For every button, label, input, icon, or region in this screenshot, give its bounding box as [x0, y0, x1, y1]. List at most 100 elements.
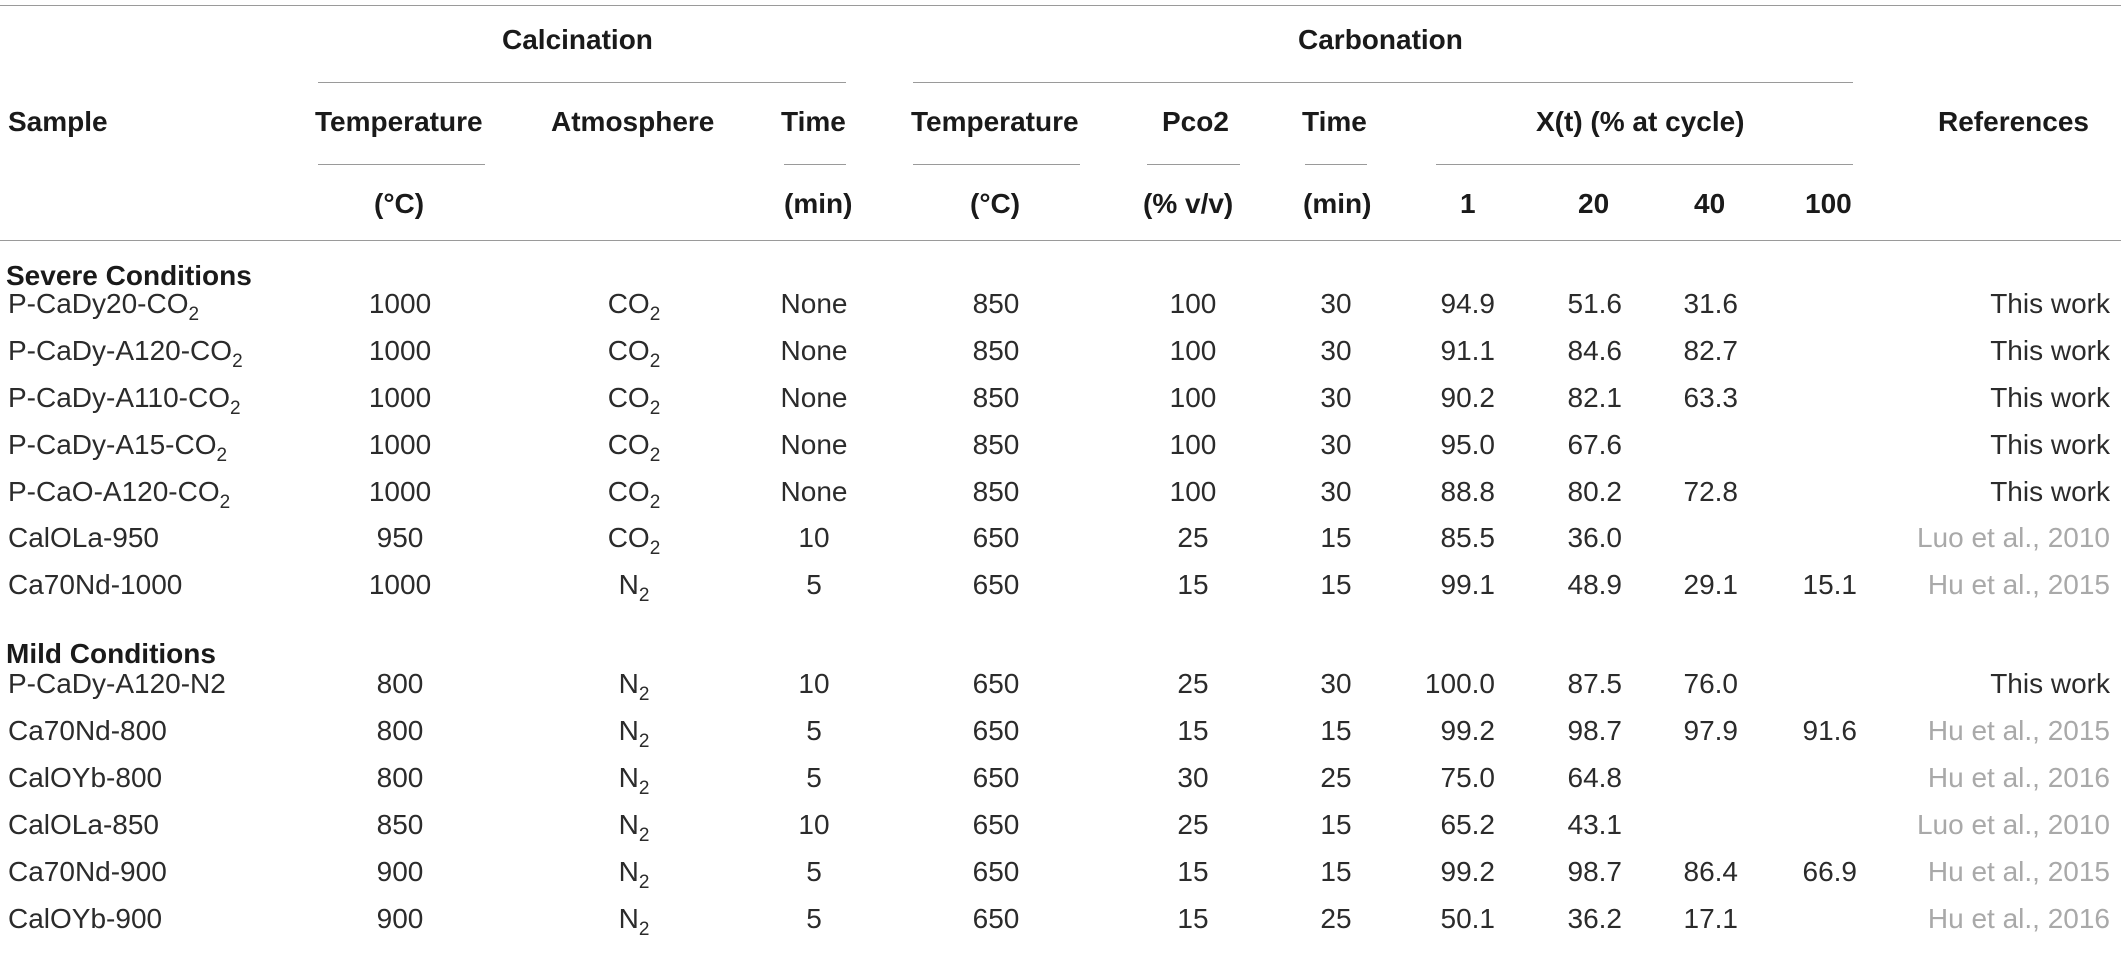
- atmosphere-subscript: 2: [649, 492, 661, 513]
- atmosphere-subscript: 2: [649, 445, 661, 466]
- sample-name: P-CaDy20-CO: [8, 288, 189, 319]
- cell-btemp: 850: [972, 335, 1020, 366]
- unit-carb-time: (min): [1303, 188, 1372, 219]
- cell-reference[interactable]: Hu et al., 2015: [1927, 856, 2110, 887]
- header-sample: Sample: [8, 106, 108, 137]
- sample-name: CalOLa-850: [8, 809, 159, 840]
- cell-btemp: 650: [972, 903, 1020, 934]
- cell-x1: 99.2: [1440, 715, 1496, 746]
- cycle-100: 100: [1805, 188, 1852, 219]
- cell-btime: 15: [1320, 522, 1352, 553]
- cell-btime: 30: [1320, 429, 1352, 460]
- cell-sample: CalOYb-900: [8, 903, 162, 935]
- atmosphere-formula: N: [618, 668, 639, 699]
- cell-btemp: 850: [972, 476, 1020, 507]
- cell-x100: 66.9: [1802, 856, 1858, 887]
- cell-pco2: 15: [1177, 569, 1209, 600]
- cell-btemp: 650: [972, 762, 1020, 793]
- cell-reference[interactable]: Luo et al., 2010: [1916, 809, 2110, 840]
- atmosphere-formula: CO: [607, 288, 650, 319]
- cell-btemp: 650: [972, 522, 1020, 553]
- cell-sample: P-CaDy-A120-CO2: [8, 335, 243, 372]
- cell-pco2: 100: [1169, 335, 1217, 366]
- cell-ctemp: 1000: [368, 429, 432, 460]
- sample-subscript: 2: [216, 445, 228, 466]
- cell-btime: 30: [1320, 476, 1352, 507]
- cell-x20: 87.5: [1567, 668, 1623, 699]
- cell-sample: P-CaDy-A15-CO2: [8, 429, 227, 466]
- sample-name: Ca70Nd-800: [8, 715, 167, 746]
- cell-ctemp: 1000: [368, 476, 432, 507]
- header-references: References: [1938, 106, 2089, 137]
- header-carb-time: Time: [1302, 106, 1367, 137]
- cell-btemp: 650: [972, 715, 1020, 746]
- cell-reference: This work: [1990, 476, 2110, 507]
- header-xt: X(t) (% at cycle): [1536, 106, 1745, 137]
- header-bottom-rule: [0, 240, 2121, 241]
- cell-reference[interactable]: Luo et al., 2010: [1916, 522, 2110, 553]
- header-calc-atmosphere: Atmosphere: [551, 106, 715, 137]
- cell-atmosphere: CO2: [608, 429, 661, 466]
- sample-name: P-CaDy-A120-CO: [8, 335, 233, 366]
- cell-atmosphere: CO2: [608, 522, 661, 559]
- cell-btemp: 650: [972, 809, 1020, 840]
- cell-x1: 95.0: [1440, 429, 1496, 460]
- cell-ctemp: 850: [376, 809, 424, 840]
- cell-btemp: 650: [972, 569, 1020, 600]
- cell-x1: 91.1: [1440, 335, 1496, 366]
- cycle-40: 40: [1694, 188, 1726, 219]
- atmosphere-subscript: 2: [638, 825, 650, 846]
- atmosphere-formula: CO: [607, 476, 650, 507]
- sample-name: Ca70Nd-900: [8, 856, 167, 887]
- atmosphere-formula: N: [618, 809, 639, 840]
- cell-sample: CalOLa-850: [8, 809, 159, 841]
- atmosphere-formula: N: [618, 715, 639, 746]
- cell-btime: 15: [1320, 715, 1352, 746]
- calc-temperature-rule: [318, 164, 485, 165]
- cell-reference[interactable]: Hu et al., 2015: [1927, 715, 2110, 746]
- atmosphere-subscript: 2: [649, 398, 661, 419]
- cell-pco2: 25: [1177, 809, 1209, 840]
- atmosphere-formula: N: [618, 762, 639, 793]
- atmosphere-subscript: 2: [649, 304, 661, 325]
- cell-x40: 76.0: [1683, 668, 1739, 699]
- cell-x1: 75.0: [1440, 762, 1496, 793]
- cell-btime: 30: [1320, 288, 1352, 319]
- cell-ctime: 5: [806, 762, 822, 793]
- cell-atmosphere: N2: [619, 856, 650, 893]
- cell-atmosphere: N2: [619, 569, 650, 606]
- cell-atmosphere: CO2: [607, 288, 661, 325]
- cell-x20: 43.1: [1567, 809, 1623, 840]
- cell-x20: 64.8: [1567, 762, 1623, 793]
- cell-ctime: 5: [806, 903, 822, 934]
- atmosphere-subscript: 2: [638, 919, 650, 940]
- cell-pco2: 100: [1169, 429, 1217, 460]
- cell-reference[interactable]: Hu et al., 2016: [1927, 903, 2110, 934]
- cell-x20: 82.1: [1567, 382, 1623, 413]
- cell-x40: 29.1: [1683, 569, 1739, 600]
- unit-carb-temperature: (°C): [970, 188, 1021, 219]
- cell-reference[interactable]: Hu et al., 2016: [1927, 762, 2110, 793]
- cell-ctime: None: [780, 382, 848, 413]
- cell-x1: 50.1: [1440, 903, 1496, 934]
- cell-x100: 91.6: [1802, 715, 1858, 746]
- cell-reference[interactable]: Hu et al., 2015: [1927, 569, 2110, 600]
- atmosphere-subscript: 2: [649, 538, 661, 559]
- cell-ctime: None: [780, 335, 848, 366]
- cell-btime: 15: [1320, 569, 1352, 600]
- sample-name: CalOYb-900: [8, 903, 163, 934]
- cell-ctemp: 800: [376, 762, 424, 793]
- atmosphere-formula: N: [618, 903, 639, 934]
- cell-x20: 36.2: [1567, 903, 1623, 934]
- cell-ctemp: 950: [376, 522, 424, 553]
- cell-ctime: 10: [798, 809, 830, 840]
- cell-x1: 90.2: [1440, 382, 1496, 413]
- sample-subscript: 2: [188, 304, 200, 325]
- cell-x1: 99.2: [1440, 856, 1496, 887]
- cell-x40: 17.1: [1683, 903, 1739, 934]
- sample-name: Ca70Nd-1000: [8, 569, 183, 600]
- cell-x20: 51.6: [1567, 288, 1623, 319]
- cell-x1: 99.1: [1440, 569, 1496, 600]
- cell-atmosphere: CO2: [608, 335, 661, 372]
- carb-temperature-rule: [913, 164, 1080, 165]
